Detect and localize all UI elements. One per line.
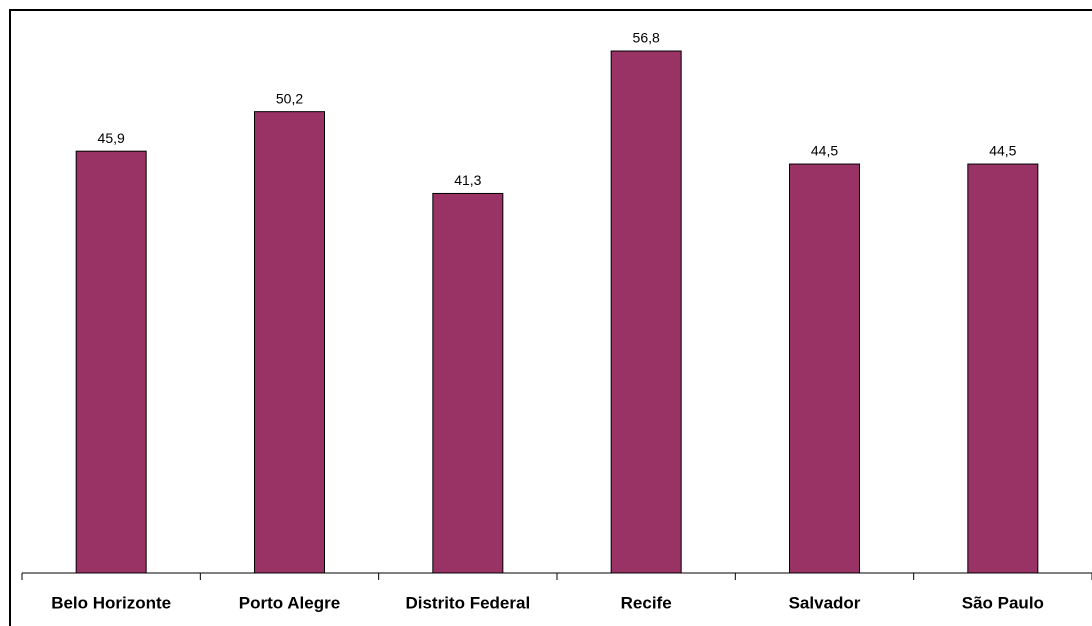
bar	[432, 192, 504, 574]
x-tick-label: Salvador	[789, 593, 861, 612]
x-tick-label: Belo Horizonte	[51, 593, 171, 612]
value-label: 45,9	[98, 130, 125, 146]
bar	[610, 50, 682, 574]
value-label: 44,5	[989, 143, 1016, 159]
value-label: 44,5	[811, 143, 838, 159]
value-label: 50,2	[276, 90, 303, 106]
bar	[75, 150, 147, 574]
bar	[254, 111, 325, 574]
bar	[789, 163, 860, 574]
value-label: 41,3	[454, 172, 481, 188]
chart-frame	[9, 9, 1092, 626]
value-label: 56,8	[633, 30, 660, 46]
x-tick-label: Distrito Federal	[405, 593, 530, 612]
x-tick-label: Recife	[621, 593, 672, 612]
x-tick-label: São Paulo	[962, 593, 1044, 612]
bar	[967, 163, 1039, 574]
x-tick-label: Porto Alegre	[239, 593, 340, 612]
